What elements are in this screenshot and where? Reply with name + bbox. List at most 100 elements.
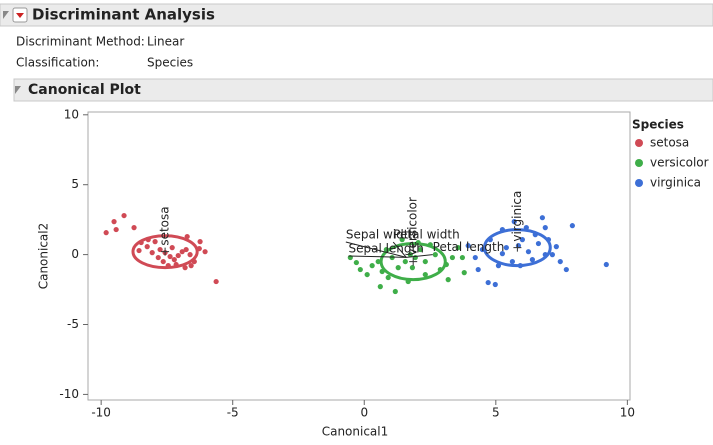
- y-tick-label: -5: [67, 317, 79, 331]
- point: [525, 249, 532, 255]
- point: [157, 246, 163, 253]
- section-title: Canonical Plot: [28, 82, 141, 98]
- point: [169, 245, 175, 251]
- ray-label: Sepal length: [348, 242, 423, 256]
- biplot-ray: [345, 241, 407, 258]
- point: [103, 230, 109, 236]
- point: [511, 219, 517, 225]
- point: [485, 279, 491, 286]
- point: [519, 237, 525, 243]
- point: [475, 266, 481, 273]
- point: [603, 261, 609, 268]
- point: [542, 225, 548, 231]
- point: [175, 252, 181, 259]
- confidence-ellipse: [483, 228, 552, 268]
- point: [449, 254, 456, 261]
- point: [461, 270, 467, 276]
- info-label: Discriminant Method:: [16, 35, 145, 49]
- point: [432, 252, 438, 258]
- point: [445, 277, 451, 283]
- y-tick-label: -10: [59, 387, 79, 401]
- legend-label: setosa: [650, 136, 689, 150]
- point: [459, 254, 466, 261]
- point: [499, 251, 505, 257]
- point: [184, 233, 190, 240]
- header-title: Discriminant Analysis: [32, 6, 215, 24]
- point: [503, 245, 509, 251]
- point: [197, 239, 203, 245]
- x-tick-label: 0: [360, 406, 368, 420]
- point: [402, 258, 408, 265]
- point: [364, 271, 370, 278]
- info-label: Classification:: [16, 56, 99, 70]
- point: [569, 223, 575, 229]
- center-marker: [513, 243, 522, 252]
- point: [149, 250, 155, 256]
- point: [409, 265, 416, 271]
- y-tick-label: 10: [64, 107, 79, 121]
- legend-marker: [635, 179, 643, 187]
- point: [131, 225, 137, 231]
- biplot-ray: [406, 254, 433, 258]
- biplot-ray: [392, 241, 407, 258]
- point: [539, 215, 545, 221]
- point: [392, 288, 398, 295]
- point: [202, 249, 208, 255]
- point: [113, 226, 119, 233]
- point: [529, 257, 535, 263]
- y-tick-label: 5: [71, 177, 79, 191]
- point: [535, 240, 542, 247]
- legend-title: Species: [632, 118, 684, 132]
- point: [563, 266, 569, 273]
- x-axis-label: Canonical1: [322, 425, 389, 439]
- x-tick-label: -5: [227, 406, 239, 420]
- point: [152, 239, 158, 245]
- point: [179, 249, 185, 255]
- collapse-icon[interactable]: [15, 86, 21, 94]
- legend-label: virginica: [650, 176, 701, 190]
- point: [377, 284, 383, 290]
- point: [111, 219, 117, 225]
- info-value: Linear: [147, 35, 184, 49]
- header-bar: [0, 3, 713, 27]
- point: [183, 246, 189, 253]
- menu-arrow: [16, 13, 24, 18]
- point: [369, 263, 375, 269]
- biplot-ray: [348, 255, 407, 258]
- confidence-ellipse: [131, 234, 199, 270]
- point: [417, 246, 423, 253]
- point: [375, 258, 381, 265]
- point: [136, 247, 142, 254]
- point: [553, 244, 559, 250]
- point: [171, 257, 177, 263]
- group-label: setosa: [158, 206, 172, 245]
- ray-label: Petal length: [433, 240, 505, 254]
- point: [121, 212, 127, 219]
- point: [509, 258, 515, 265]
- x-tick-label: 5: [492, 406, 500, 420]
- point: [422, 271, 428, 278]
- group-label: versicolor: [406, 197, 420, 256]
- point: [557, 258, 563, 265]
- point: [182, 265, 188, 271]
- point: [155, 254, 161, 261]
- point: [422, 258, 428, 265]
- collapse-icon[interactable]: [3, 11, 9, 19]
- ray-label: Petal width: [393, 228, 459, 242]
- point: [455, 245, 461, 251]
- point: [187, 252, 193, 258]
- legend-marker: [635, 139, 643, 147]
- section-bar: [13, 78, 713, 102]
- point: [465, 243, 471, 249]
- point: [167, 253, 173, 260]
- point: [549, 252, 555, 258]
- point: [160, 258, 166, 265]
- center-marker: [409, 257, 418, 266]
- legend-marker: [635, 159, 643, 167]
- point: [407, 252, 413, 258]
- point: [353, 259, 359, 266]
- point: [395, 265, 401, 271]
- point: [213, 278, 219, 285]
- point: [188, 263, 194, 269]
